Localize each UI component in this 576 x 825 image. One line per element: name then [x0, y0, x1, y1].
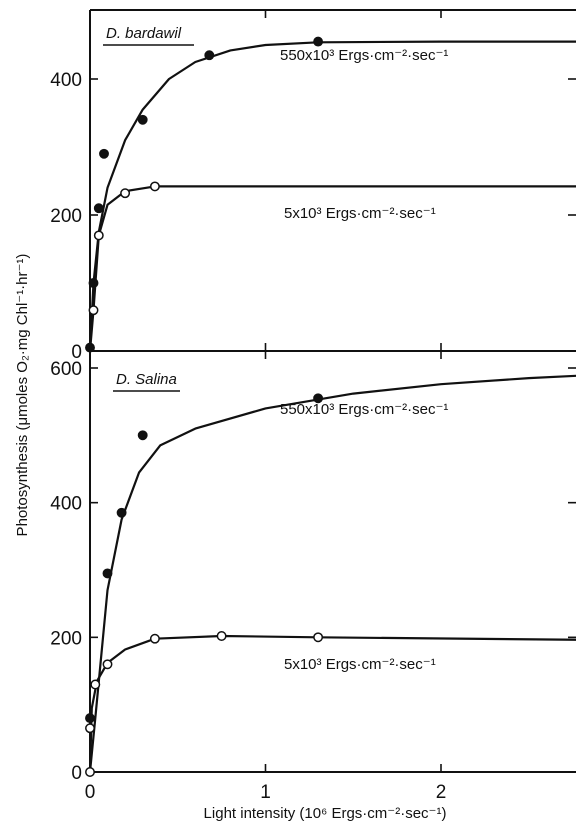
point-bottom-0-3	[137, 430, 148, 441]
point-bottom-1-5	[216, 631, 227, 641]
point-bottom-0-0	[85, 713, 95, 724]
point-top-0-4	[137, 114, 148, 125]
y-tick-label-bottom-200: 200	[50, 628, 82, 649]
series-label-bottom-high: 550x10³ Ergs·cm⁻²·sec⁻¹	[280, 401, 448, 418]
point-bottom-0-2	[116, 507, 127, 518]
point-bottom-1-3	[102, 659, 113, 670]
panel-label-bottom: D. Salina	[116, 371, 177, 388]
y-tick-label-bottom-0: 0	[71, 763, 82, 784]
point-top-1-3	[149, 181, 160, 192]
series-line-bottom-0	[88, 374, 576, 773]
series-label-top-high: 550x10³ Ergs·cm⁻²·sec⁻¹	[280, 47, 448, 64]
series-line-bottom-1	[88, 634, 576, 773]
y-tick-label-top-200: 200	[50, 206, 82, 227]
point-top-0-2	[93, 203, 104, 214]
point-bottom-1-4	[149, 633, 160, 644]
y-tick-label-bottom-600: 600	[50, 359, 82, 380]
point-top-0-5	[204, 50, 215, 61]
x-tick-label-0: 0	[85, 782, 96, 803]
point-bottom-0-1	[102, 568, 113, 579]
y-axis-title: Photosynthesis (μmoles O₂·mg Chl⁻¹·hr⁻¹)	[14, 254, 31, 537]
point-top-0-3	[99, 148, 109, 159]
point-top-1-0	[88, 305, 99, 316]
x-tick-label-1: 1	[260, 782, 271, 803]
point-top-1-1	[93, 230, 104, 241]
point-top-0-6	[313, 36, 324, 47]
panel-label-top: D. bardawil	[106, 25, 182, 42]
point-bottom-1-0	[85, 767, 95, 777]
y-tick-label-top-0: 0	[71, 342, 82, 363]
point-bottom-0-4	[313, 393, 324, 404]
y-tick-label-bottom-400: 400	[50, 494, 82, 515]
plot-frame	[89, 9, 576, 773]
series-label-bottom-low: 5x10³ Ergs·cm⁻²·sec⁻¹	[284, 656, 436, 673]
panel-d-bardawil: 0 200 400	[50, 10, 576, 363]
series-line-top-0	[88, 40, 576, 352]
x-tick-label-2: 2	[436, 782, 447, 803]
point-bottom-1-2	[90, 679, 101, 690]
point-top-1-2	[120, 188, 131, 199]
series-line-top-1	[88, 185, 576, 352]
panel-d-salina: 02004006000123	[50, 351, 576, 803]
point-bottom-1-6	[313, 632, 324, 643]
y-tick-label-top-400: 400	[50, 70, 82, 91]
series-label-top-low: 5x10³ Ergs·cm⁻²·sec⁻¹	[284, 205, 436, 222]
point-bottom-1-1	[85, 723, 95, 734]
x-axis-title: Light intensity (10⁶ Ergs·cm⁻²·sec⁻¹)	[204, 805, 447, 822]
